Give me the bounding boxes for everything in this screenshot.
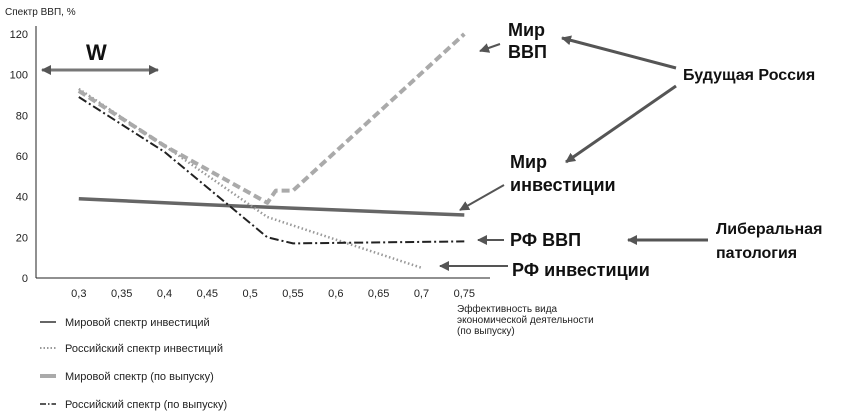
legend: Мировой спектр инвестиций Российский спе… — [40, 317, 227, 411]
x-tick-label: 0,5 — [243, 288, 258, 300]
y-tick-labels: 0 20 40 60 80 100 120 — [10, 29, 28, 285]
label-liberal-1: Либеральная — [716, 221, 822, 238]
x-tick-labels: 0,3 0,35 0,4 0,45 0,5 0,55 0,6 0,65 0,7 0,75 — [71, 288, 475, 300]
series-line-3 — [78, 96, 465, 245]
legend-label-ru-invest: Российский спектр инвестиций — [65, 343, 223, 355]
w-label: W — [86, 40, 107, 65]
x-tick-label: 0,7 — [414, 288, 429, 300]
legend-label-world-output: Мировой спектр (по выпуску) — [65, 371, 214, 383]
arrow-future-to-mir-vvp — [561, 35, 677, 70]
series-line-2 — [77, 32, 466, 205]
y-tick-label: 80 — [16, 110, 28, 122]
y-axis-label: Спектр ВВП, % — [5, 7, 76, 18]
arrow-future-to-mir-invest — [565, 84, 677, 164]
x-tick-label: 0,75 — [454, 288, 475, 300]
x-tick-label: 0,45 — [197, 288, 218, 300]
x-tick-label: 0,55 — [282, 288, 303, 300]
label-mir-invest-2: инвестиции — [510, 175, 616, 195]
x-tick-label: 0,3 — [71, 288, 86, 300]
label-rf-vvp: РФ ВВП — [510, 230, 581, 250]
x-tick-label: 0,65 — [368, 288, 389, 300]
label-rf-invest: РФ инвестиции — [512, 260, 650, 280]
arrow-to-world-output-end — [479, 43, 501, 53]
label-mir-invest-1: Мир — [510, 152, 547, 172]
label-mir-vvp-1: Мир — [508, 20, 545, 40]
y-tick-label: 20 — [16, 232, 28, 244]
x-tick-label: 0,35 — [111, 288, 132, 300]
legend-label-world-invest: Мировой спектр инвестиций — [65, 317, 210, 329]
label-future-russia: Будущая Россия — [683, 67, 815, 84]
y-tick-label: 40 — [16, 192, 28, 204]
series-line-1 — [78, 87, 422, 269]
x-tick-label: 0,4 — [157, 288, 172, 300]
arrow-to-world-invest-end — [459, 184, 505, 211]
x-axis-label-line-3: (по выпуску) — [457, 326, 515, 337]
x-axis-label-line-1: Эффективность вида — [457, 303, 558, 315]
series-lines — [77, 32, 466, 269]
legend-label-ru-output: Российский спектр (по выпуску) — [65, 399, 227, 411]
label-liberal-2: патология — [716, 245, 797, 262]
y-tick-label: 0 — [22, 273, 28, 285]
series-line-0 — [78, 196, 465, 217]
x-tick-label: 0,6 — [328, 288, 343, 300]
y-tick-label: 60 — [16, 151, 28, 163]
label-mir-vvp-2: ВВП — [508, 42, 547, 62]
y-tick-label: 120 — [10, 29, 28, 41]
x-axis-label-line-2: экономической деятельности — [457, 315, 594, 326]
y-tick-label: 100 — [10, 70, 28, 82]
